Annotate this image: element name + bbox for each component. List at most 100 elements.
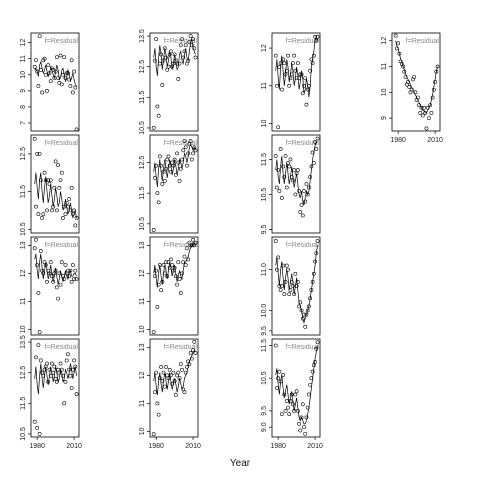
- panel-strip-label: f=Residual: [286, 344, 320, 351]
- data-point: [419, 105, 424, 110]
- panel-strip-label: f=Residual: [45, 140, 79, 147]
- data-point: [61, 72, 65, 77]
- data-point: [161, 263, 166, 267]
- data-point: [295, 168, 300, 172]
- data-point: [291, 284, 295, 288]
- data-point: [425, 105, 430, 110]
- data-point: [187, 142, 192, 147]
- data-point: [182, 49, 187, 54]
- data-point: [288, 76, 293, 81]
- data-point: [300, 402, 305, 407]
- data-point: [287, 292, 292, 297]
- data-point: [282, 392, 287, 397]
- data-point: [278, 379, 283, 384]
- data-point: [157, 263, 162, 267]
- data-point: [172, 157, 177, 162]
- data-point: [34, 58, 38, 63]
- data-point: [424, 126, 429, 131]
- data-point: [407, 85, 412, 90]
- data-point: [51, 204, 56, 209]
- data-point: [73, 223, 78, 228]
- x-tick-label: 2010: [185, 443, 201, 450]
- x-tick-label: 1980: [29, 443, 45, 450]
- data-point: [53, 69, 58, 74]
- data-point: [169, 169, 173, 174]
- data-point: [401, 64, 405, 69]
- data-point: [73, 364, 78, 369]
- data-point: [50, 361, 54, 366]
- data-point: [293, 271, 298, 276]
- data-point: [180, 271, 184, 276]
- data-point: [288, 288, 293, 292]
- panel-r0-c2: f=Residual 10 11 12: [261, 32, 321, 132]
- y-tick-label: 10.5: [20, 427, 27, 441]
- data-point: [295, 61, 300, 66]
- data-point: [433, 80, 437, 84]
- data-point: [157, 376, 162, 381]
- data-point: [161, 58, 166, 63]
- data-point: [62, 401, 67, 406]
- data-point: [182, 390, 187, 395]
- panel-r1-c2: f=Residual 9.5 10.5 11.5: [261, 134, 321, 234]
- data-point: [64, 71, 69, 76]
- data-point: [43, 72, 48, 77]
- data-point: [178, 291, 183, 295]
- fit-line: [34, 253, 77, 285]
- data-point: [47, 367, 52, 372]
- data-point: [193, 148, 198, 153]
- data-point: [286, 267, 290, 272]
- panel-frame: [271, 32, 321, 132]
- data-point: [56, 163, 60, 168]
- data-point: [151, 330, 156, 335]
- data-point: [56, 367, 60, 372]
- data-point: [50, 208, 54, 213]
- data-point: [298, 300, 303, 305]
- data-point: [42, 56, 47, 61]
- data-point: [289, 72, 294, 77]
- data-point: [72, 358, 76, 363]
- data-point: [302, 83, 306, 88]
- data-point: [170, 263, 175, 267]
- data-point: [417, 103, 421, 108]
- data-point: [192, 46, 197, 51]
- y-tick-label: 10: [261, 119, 268, 127]
- data-point: [70, 367, 75, 372]
- data-point: [279, 412, 284, 417]
- data-point: [177, 376, 182, 381]
- data-point: [67, 367, 72, 372]
- data-point: [52, 364, 57, 369]
- data-point: [68, 84, 73, 88]
- data-point: [153, 175, 157, 180]
- panel-strip-label: f=Residual: [286, 242, 320, 249]
- y-tick-label: 12.5: [139, 60, 146, 74]
- y-tick-label: 8: [20, 105, 27, 109]
- panel-frame: [149, 338, 199, 438]
- data-point: [304, 182, 309, 186]
- data-point: [64, 200, 69, 205]
- data-point: [63, 263, 68, 267]
- x-axis-title: Year: [229, 458, 251, 469]
- data-point: [434, 69, 439, 74]
- data-point: [156, 200, 161, 205]
- data-point: [169, 373, 173, 378]
- panel-r0-c3: f=Residual 9 10 11 12 1980 2010: [381, 32, 443, 144]
- data-point: [406, 80, 410, 84]
- data-point: [68, 268, 73, 273]
- data-point: [292, 168, 297, 172]
- data-point: [162, 384, 167, 389]
- data-point: [51, 370, 56, 375]
- data-point: [193, 55, 198, 60]
- data-point: [311, 161, 316, 165]
- y-tick-label: 10.0: [261, 304, 268, 318]
- data-point: [191, 151, 195, 156]
- data-point: [193, 351, 198, 355]
- data-point: [185, 163, 189, 168]
- data-point: [74, 392, 79, 397]
- data-point: [298, 72, 303, 77]
- data-point: [69, 58, 74, 63]
- data-point: [295, 408, 300, 413]
- data-point: [286, 405, 290, 410]
- fit-line: [153, 349, 196, 396]
- data-point: [281, 57, 285, 62]
- data-point: [187, 40, 192, 45]
